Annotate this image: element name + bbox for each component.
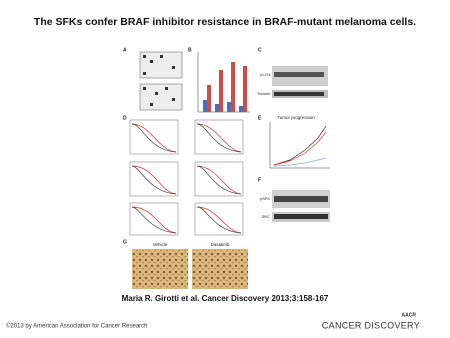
blot-label: SRC (262, 214, 271, 219)
dose-response-plots (129, 119, 244, 236)
panel-label: F (258, 177, 261, 183)
line-chart (269, 122, 330, 169)
panel-label: B (188, 47, 192, 53)
logo-org: AACR (402, 312, 417, 318)
panel-subtitle: Tumor progression (277, 115, 315, 120)
panel-label: G (123, 239, 127, 245)
image-label: Vehicle (153, 242, 168, 247)
slide-title: The SFKs confer BRAF inhibitor resistanc… (34, 16, 416, 28)
blot-label: Tubulin (257, 91, 270, 96)
histology-image (132, 249, 188, 289)
copyright: ©2013 by American Association for Cancer… (6, 323, 148, 330)
panel-label: E (258, 115, 262, 121)
citation: Maria R. Girotti et al. Cancer Discovery… (122, 294, 329, 303)
panel-label: D (123, 115, 127, 121)
blot-label: pLYN (260, 72, 270, 77)
blot-array (139, 83, 183, 111)
histology-image (192, 249, 248, 289)
bar-chart (197, 52, 250, 113)
image-label: Dasatinib (211, 242, 230, 247)
panel-label: A (123, 47, 127, 53)
logo-journal: CANCER DISCOVERY (322, 320, 420, 330)
blot-label: pSFK (260, 196, 270, 201)
panel-label: C (258, 47, 262, 53)
figure: A B C pLYN Tubulin D (123, 47, 330, 289)
